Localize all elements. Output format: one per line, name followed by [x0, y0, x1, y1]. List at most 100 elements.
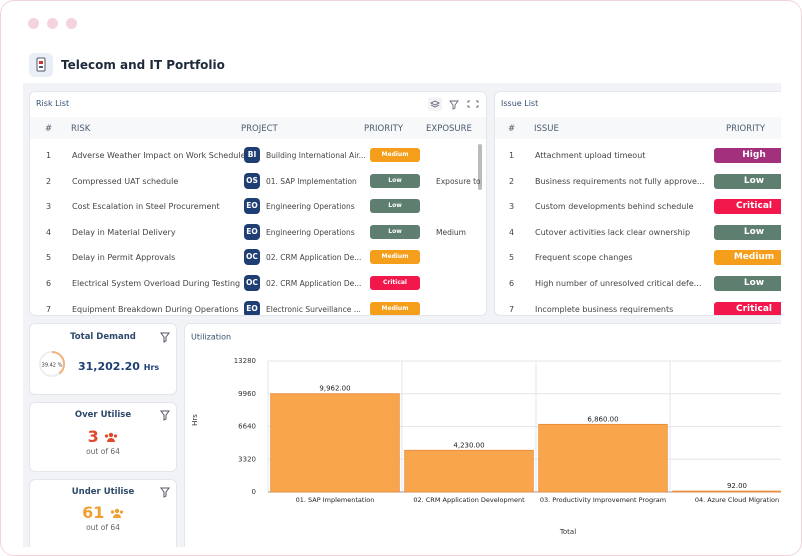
- row-number: 3: [509, 202, 515, 212]
- x-tick-label: 02. CRM Application Development: [413, 496, 525, 504]
- data-label: 4,230.00: [453, 441, 484, 449]
- row-number: 5: [46, 253, 52, 263]
- filter-button[interactable]: [158, 485, 172, 499]
- project-name: Engineering Operations: [266, 202, 355, 212]
- window-dot: [28, 18, 39, 29]
- exposure: Medium: [436, 227, 466, 237]
- y-tick-label: 3320: [238, 455, 256, 463]
- page-title: Telecom and IT Portfolio: [61, 58, 225, 72]
- data-label: 6,860.00: [587, 415, 618, 423]
- project-name: Engineering Operations: [266, 227, 355, 237]
- issue-panel: Issue List # ISSUE PRIORITY 1 Attachment upl…: [494, 91, 781, 316]
- priority-badge: Low: [370, 173, 420, 188]
- column-header: #: [45, 124, 53, 134]
- project-name: 02. CRM Application De...: [266, 253, 362, 263]
- column-header: PRIORITY: [726, 124, 766, 134]
- bar: [538, 423, 668, 493]
- risk-name: Electrical System Overload During Testin…: [72, 279, 241, 288]
- project-code: OC: [244, 249, 260, 266]
- chart-title: Utilization: [191, 333, 231, 342]
- out-of: out of 64: [86, 447, 120, 456]
- priority-badge: High: [714, 148, 781, 163]
- filter-button[interactable]: [158, 408, 172, 422]
- row-number: 6: [509, 279, 515, 288]
- table-header: [30, 117, 486, 139]
- project-code: EO: [244, 300, 260, 315]
- panel-title: Risk List: [36, 99, 70, 108]
- x-tick-label: 04. Azure Cloud Migration: [695, 496, 779, 504]
- priority-badge: Critical: [714, 199, 781, 215]
- column-header: PROJECT: [241, 124, 278, 134]
- row-number: 3: [46, 202, 52, 212]
- risk-name: Delay in Permit Approvals: [72, 253, 176, 263]
- table-header: [495, 117, 781, 139]
- priority-badge: Medium: [370, 148, 420, 162]
- priority-badge: Low: [370, 199, 420, 214]
- y-tick-label: 13280: [234, 357, 256, 365]
- row-number: 7: [509, 304, 515, 314]
- icon: [36, 57, 46, 72]
- column-header: EXPOSURE: [426, 124, 472, 134]
- total-demand-card: Total Demand 39.42 % 31,202.20 Hrs: [29, 323, 177, 395]
- issue-name: High number of unresolved critical defe.…: [535, 279, 702, 288]
- y-tick-label: 0: [252, 488, 256, 496]
- priority-badge: Medium: [370, 250, 420, 265]
- column-header: PRIORITY: [364, 124, 404, 134]
- people-icon: [105, 432, 118, 442]
- project-name: 02. CRM Application De...: [266, 279, 362, 288]
- y-tick-label: 9960: [238, 390, 256, 398]
- panel-tools[interactable]: [428, 97, 484, 111]
- x-tick-label: 03. Productivity Improvement Program: [540, 496, 666, 504]
- issue-name: Attachment upload timeout: [535, 151, 646, 160]
- project-name: Electronic Surveillance ...: [266, 304, 361, 314]
- priority-badge: Low: [714, 173, 781, 189]
- issue-name: Business requirements not fully approve.…: [535, 176, 705, 186]
- issue-name: Frequent scope changes: [535, 253, 633, 263]
- x-axis-label: Total: [559, 528, 576, 536]
- project-code: EO: [244, 198, 260, 215]
- x-tick-label: 01. SAP Implementation: [296, 496, 375, 504]
- column-header: #: [508, 124, 516, 134]
- row-number: 4: [46, 227, 52, 237]
- scrollbar: [478, 144, 482, 190]
- priority-badge: Low: [714, 276, 781, 291]
- filter-button[interactable]: [158, 330, 172, 344]
- card-title: Total Demand: [70, 332, 136, 342]
- project-code: BI: [244, 147, 260, 163]
- bar: [404, 449, 534, 493]
- issue-name: Incomplete business requirements: [535, 304, 674, 314]
- y-axis-label: Hrs: [191, 414, 199, 426]
- app-icon: [29, 53, 53, 77]
- priority-badge: Low: [714, 224, 781, 240]
- card-title: Under Utilise: [71, 487, 135, 497]
- risk-panel: Risk List # RISK PROJECT PRIORITY EXPOSURE 1 A…: [29, 91, 487, 316]
- donut: 39.42 %: [39, 351, 65, 377]
- priority-badge: Medium: [714, 250, 781, 266]
- people-icon: [110, 508, 124, 518]
- dashboard: Risk List # RISK PROJECT PRIORITY EXPOSURE 1 A…: [23, 83, 781, 547]
- unit: Hrs: [143, 363, 160, 372]
- value: 31,202.20: [78, 360, 140, 373]
- over-utilise-card: Over Utilise 3 out of 64: [29, 402, 177, 472]
- row-number: 1: [509, 151, 515, 160]
- data-label: 9,962.00: [319, 385, 350, 393]
- column-header: ISSUE: [534, 124, 559, 134]
- under-utilise-card: Under Utilise 61 out of 64: [29, 479, 177, 547]
- priority-badge: Low: [370, 224, 420, 239]
- exposure: Exposure to: [436, 176, 481, 186]
- risk-name: Delay in Material Delivery: [72, 227, 176, 237]
- count-value: 3: [87, 427, 99, 446]
- project-name: 01. SAP Implementation: [266, 176, 357, 186]
- out-of: out of 64: [86, 523, 120, 532]
- row-number: 7: [46, 304, 52, 314]
- y-tick-label: 6640: [238, 423, 256, 431]
- priority-badge: Critical: [370, 276, 420, 290]
- percent-label: 39.42 %: [42, 363, 63, 369]
- issue-name: Cutover activities lack clear ownership: [535, 227, 691, 237]
- count: 3: [30, 427, 176, 446]
- risk-name: Adverse Weather Impact on Work Schedule: [72, 151, 246, 160]
- risk-name: Compressed UAT schedule: [72, 176, 179, 186]
- issue-name: Custom developments behind schedule: [535, 202, 694, 212]
- project-code: OS: [244, 172, 260, 189]
